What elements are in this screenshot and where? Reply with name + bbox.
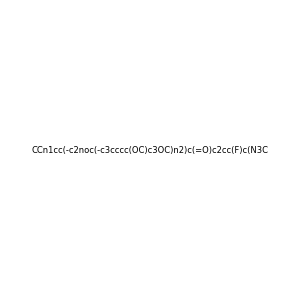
Text: CCn1cc(-c2noc(-c3cccc(OC)c3OC)n2)c(=O)c2cc(F)c(N3C: CCn1cc(-c2noc(-c3cccc(OC)c3OC)n2)c(=O)c2… (32, 146, 268, 154)
